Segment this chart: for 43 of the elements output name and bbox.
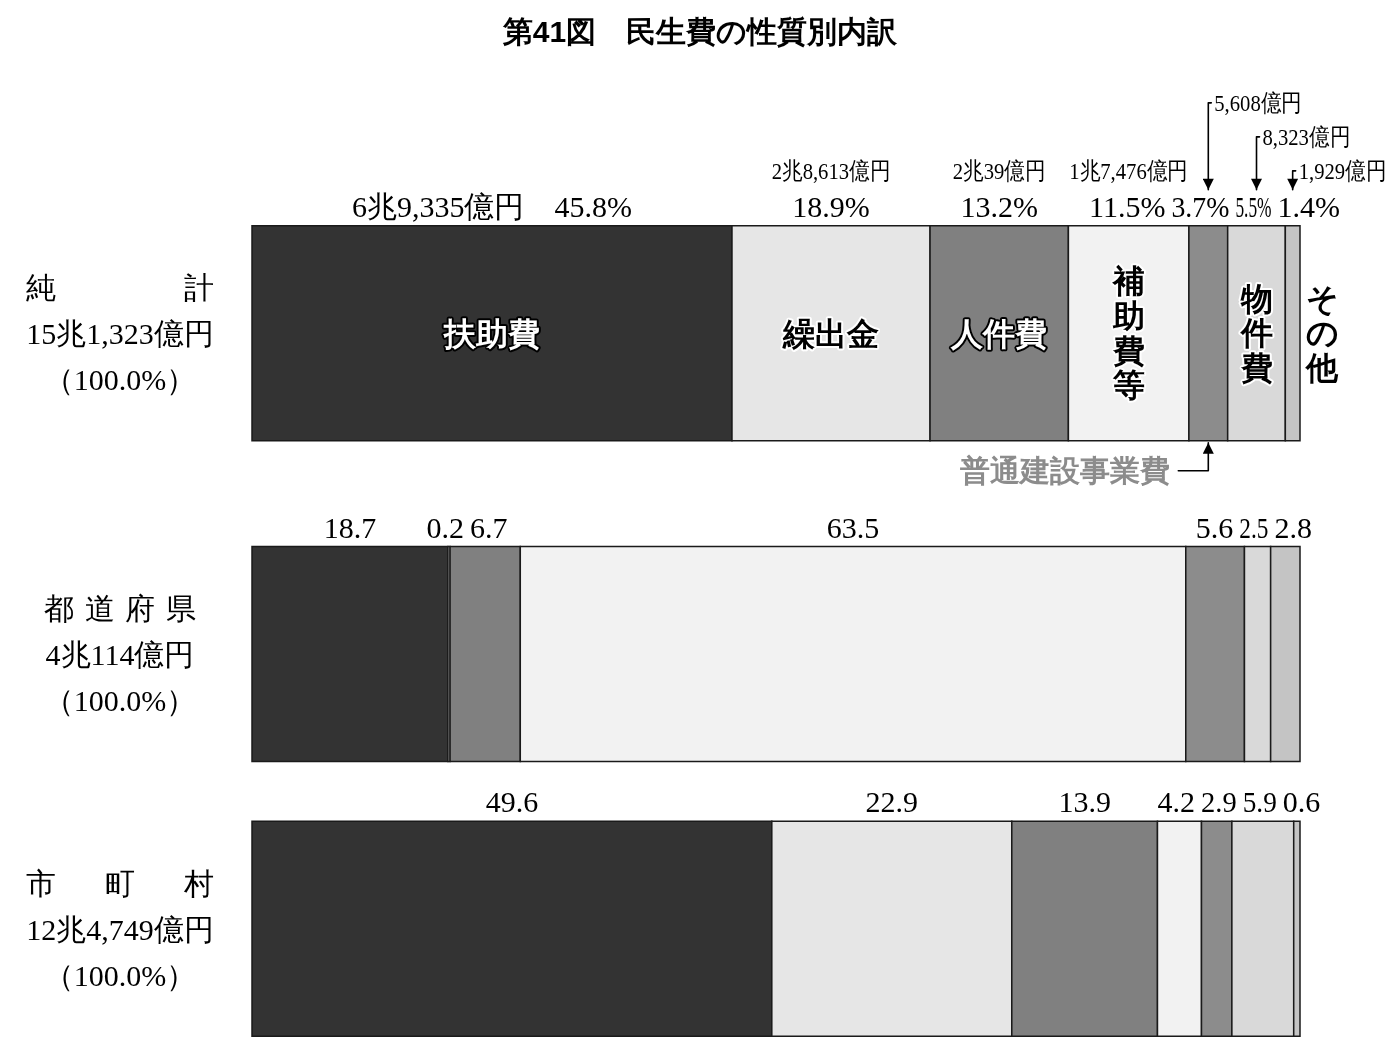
series-name: 人件費 — [951, 315, 1048, 352]
value-label: 2.5 — [1239, 510, 1277, 544]
value-label: 2.8 — [1274, 510, 1312, 544]
value-label: 1.4% — [1277, 189, 1341, 223]
total-label: 4兆114億円 — [45, 638, 195, 672]
total-label: （100.0%） — [43, 684, 197, 718]
total-label: 12兆4,749億円 — [26, 912, 214, 946]
value-label: 2兆8,613億円 — [771, 157, 910, 184]
title: 第41図 民生費の性質別内訳 — [502, 15, 898, 48]
series-name: 補助費等 — [1112, 263, 1145, 404]
value-label: 2兆39億円 — [952, 157, 1061, 184]
series-name: 普通建設事業費 — [960, 453, 1171, 487]
category-label: 市町村 — [26, 866, 214, 900]
total-label: （100.0%） — [43, 958, 197, 992]
value-label: 0.2 — [426, 510, 465, 544]
category-label: 都道府県 — [43, 592, 197, 626]
value-label: 6兆9,335億円 45.8% — [352, 189, 632, 223]
total-label: 15兆1,323億円 — [26, 317, 214, 351]
value-label: 2.9 — [1201, 785, 1239, 819]
value-label: 1兆7,476億円 — [1069, 157, 1208, 184]
value-label: 22.9 — [865, 785, 919, 819]
series-name: 繰出金 — [783, 315, 879, 352]
value-label: 6.7 — [470, 510, 508, 544]
value-label: 18.7 — [323, 510, 377, 544]
value-label: 63.5 — [826, 510, 880, 544]
value-label: 5.9 — [1242, 785, 1281, 819]
value-label: 11.5% — [1089, 189, 1166, 223]
value-label: 5.6 — [1195, 510, 1234, 544]
series-name: その他 — [1305, 280, 1339, 386]
value-label: 8,323億円 — [1262, 123, 1365, 150]
value-label: 4.2 — [1157, 785, 1196, 819]
category-label: 純計 — [26, 271, 214, 305]
value-label: 13.9 — [1058, 785, 1111, 819]
value-label: 1,929億円 — [1298, 157, 1400, 184]
value-label: 49.6 — [485, 785, 539, 819]
value-label: 13.2% — [960, 189, 1038, 223]
value-label: 5,608億円 — [1214, 89, 1317, 116]
series-name: 扶助費 — [444, 315, 540, 352]
series-name: 物件費 — [1240, 280, 1273, 386]
value-label: 0.6 — [1282, 785, 1321, 819]
value-label: 18.9% — [792, 189, 870, 223]
total-label: （100.0%） — [43, 363, 197, 397]
value-label: 3.7% — [1171, 189, 1234, 223]
